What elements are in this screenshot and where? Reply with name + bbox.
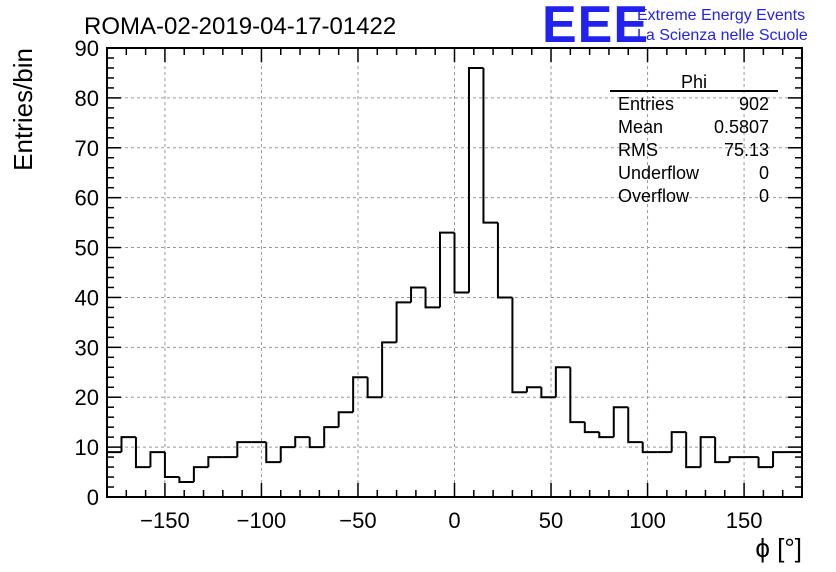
histogram-bin [424,287,441,309]
y-tick-label: 90 [75,36,99,61]
stats-row-value: 0 [759,186,769,206]
histogram-bin [337,411,354,428]
histogram-bin [106,451,122,497]
stats-row-label: Overflow [618,186,690,206]
histogram-bin [728,456,745,463]
x-tick-label: 50 [539,508,563,533]
histogram-bin [439,231,455,308]
histogram-bin [410,286,426,303]
stats-title: Phi [681,72,707,92]
stats-rows: Entries 902 Mean 0.5807 RMS 75.13 Underflow 0 Ov… [618,94,769,206]
histogram-bin [482,67,498,224]
histogram-bin [511,297,527,394]
histogram-bin [207,456,223,468]
histogram-bin [149,451,165,468]
y-axis: 0 10 20 30 40 50 60 70 80 90 [75,36,802,510]
y-tick-label: 10 [75,435,99,460]
y-axis-label: Entries/bin [8,48,38,171]
histogram-bin [540,387,556,399]
histogram-bin [525,386,542,393]
histogram-bin [569,367,585,424]
x-axis-label: ϕ [°] [755,533,802,563]
histogram-bin [308,437,325,449]
histogram-bin [453,232,469,294]
histogram-bin [699,436,716,468]
histogram-bin [612,406,629,438]
y-tick-label: 30 [75,335,99,360]
histogram-bin [236,441,252,458]
stats-row-value: 75.13 [724,140,769,160]
histogram-bin [366,377,383,399]
histogram-bin [714,437,730,464]
eee-logo-mark: EEE [542,0,649,54]
histogram-bin [670,431,687,453]
x-tick-label: −100 [237,508,287,533]
grid [107,48,802,497]
eee-logo: EEE Extreme Energy Events La Scienza nel… [542,0,808,54]
x-tick-label: 0 [448,508,460,533]
chart-title: ROMA-02-2019-04-17-01422 [84,13,396,40]
y-tick-label: 80 [75,86,99,111]
y-tick-label: 20 [75,385,99,410]
x-tick-label: −50 [339,508,376,533]
histogram-bin [627,407,643,444]
histogram-bin [554,366,571,398]
histogram-bin [279,446,296,463]
histogram-bin [395,301,412,343]
histogram-bin [265,442,281,464]
eee-logo-line2: La Scienza nelle Scuole [637,27,808,44]
x-tick-label: 100 [629,508,666,533]
y-tick-label: 70 [75,136,99,161]
histogram-bin [641,442,658,454]
histogram-bin [134,437,151,469]
histogram-bin [352,376,368,413]
x-tick-label: −150 [140,508,190,533]
histogram-bin [294,436,310,448]
stats-row-value: 902 [739,94,769,114]
stats-row-label: RMS [618,140,658,160]
histogram-bin [757,457,774,469]
y-tick-label: 50 [75,236,99,261]
histogram-bin [192,466,209,483]
histogram-series [106,66,803,497]
y-tick-label: 60 [75,186,99,211]
histogram-bin [583,422,600,434]
stats-row-label: Underflow [618,163,700,183]
stats-row-value: 0 [759,163,769,183]
y-tick-label: 40 [75,285,99,310]
histogram-bin [163,452,180,479]
x-axis: −150 −100 −50 0 50 100 150 [106,48,803,533]
histogram-bin [496,222,513,299]
histogram-bin [381,341,397,398]
histogram-bin [685,432,701,469]
x-tick-label: 150 [726,508,763,533]
histogram-bin [323,426,339,448]
histogram-bin [178,477,194,484]
stats-row-value: 0.5807 [714,117,769,137]
histogram-bin [467,66,484,293]
stats-row-label: Entries [618,94,674,114]
eee-logo-line1: Extreme Energy Events [637,7,805,24]
stats-box: Phi Entries 902 Mean 0.5807 RMS 75.13 Underflo… [610,72,778,206]
histogram-bin [120,436,136,453]
histogram-bin [598,432,614,439]
histogram-bin [772,451,788,468]
stats-row-label: Mean [618,117,663,137]
y-tick-label: 0 [87,485,99,510]
